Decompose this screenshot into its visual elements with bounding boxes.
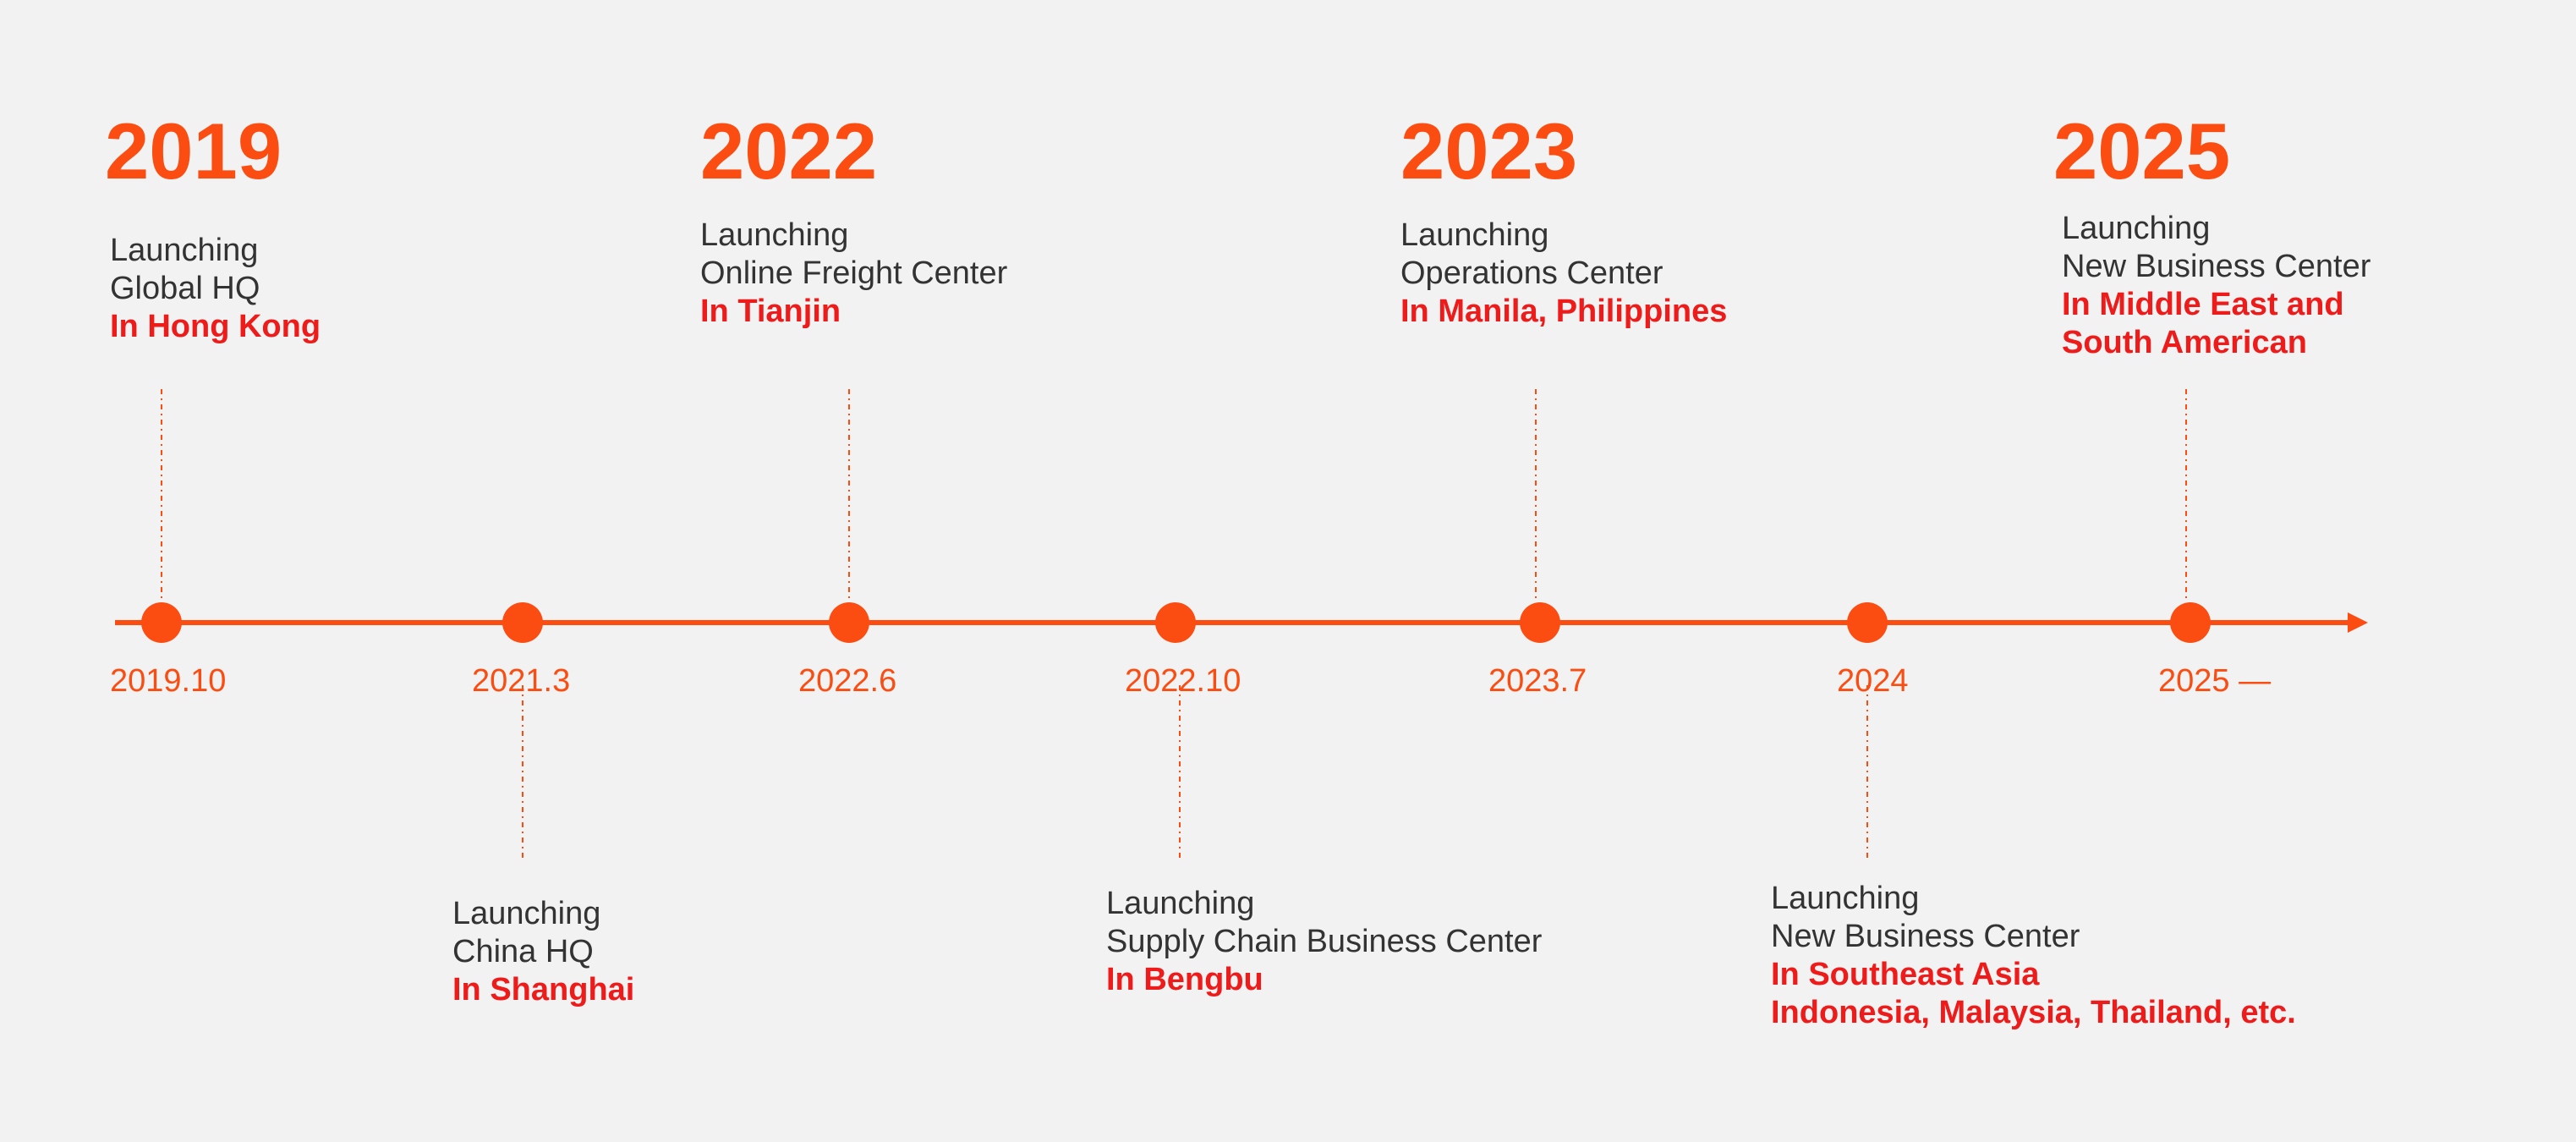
date-label-2019-10: 2019.10 (110, 663, 227, 699)
milestone-dot-2025 (2170, 602, 2211, 643)
milestone-location-detail: Indonesia, Malaysia, Thailand, etc. (1771, 995, 2296, 1030)
milestone-location: In Hong Kong (110, 309, 321, 344)
milestone-location: In Southeast Asia (1771, 957, 2040, 992)
milestone-action: Launching (110, 233, 259, 268)
milestone-location-detail: South American (2062, 325, 2307, 360)
milestone-dot-2022-6 (829, 602, 869, 643)
milestone-text-2022-6: Launching Online Freight Center In Tianj… (700, 217, 1007, 331)
milestone-facility: Online Freight Center (700, 255, 1008, 291)
date-label-2021-3: 2021.3 (472, 663, 571, 699)
milestone-text-2019-10: Launching Global HQ In Hong Kong (110, 232, 321, 346)
milestone-action: Launching (1400, 217, 1549, 253)
milestone-location: In Bengbu (1106, 962, 1263, 997)
milestone-text-2021-3: Launching China HQ In Shanghai (452, 895, 634, 1009)
year-heading-2025: 2025 (2053, 107, 2231, 195)
date-label-2024: 2024 (1837, 663, 1909, 699)
milestone-text-2024: Launching New Business Center In Southea… (1771, 880, 2296, 1032)
milestone-location: In Manila, Philippines (1400, 294, 1728, 329)
date-label-2023-7: 2023.7 (1488, 663, 1587, 699)
milestone-text-2022-10: Launching Supply Chain Business Center I… (1106, 885, 1542, 999)
milestone-text-2023-7: Launching Operations Center In Manila, P… (1400, 217, 1727, 331)
milestone-dot-2024 (1847, 602, 1888, 643)
year-heading-2022: 2022 (700, 107, 878, 195)
year-heading-2023: 2023 (1400, 107, 1578, 195)
milestone-facility: New Business Center (1771, 919, 2080, 954)
milestone-dot-2023-7 (1520, 602, 1560, 643)
milestone-facility: Supply Chain Business Center (1106, 924, 1543, 959)
year-heading-2019: 2019 (105, 107, 282, 195)
milestone-dot-2022-10 (1155, 602, 1196, 643)
milestone-dot-2019-10 (141, 602, 182, 643)
milestone-text-2025: Launching New Business Center In Middle … (2062, 210, 2370, 362)
milestone-action: Launching (1771, 881, 1920, 916)
timeline-arrow-icon (2348, 612, 2368, 633)
milestone-action: Launching (2062, 211, 2211, 246)
milestone-facility: New Business Center (2062, 249, 2371, 284)
milestone-facility: China HQ (452, 934, 594, 969)
milestone-action: Launching (700, 217, 849, 253)
milestone-action: Launching (452, 896, 601, 931)
date-label-2022-10: 2022.10 (1125, 663, 1241, 699)
milestone-facility: Global HQ (110, 271, 260, 306)
date-label-2025: 2025 — (2158, 663, 2272, 699)
milestone-facility: Operations Center (1400, 255, 1663, 291)
date-label-2022-6: 2022.6 (798, 663, 897, 699)
milestone-action: Launching (1106, 886, 1255, 921)
milestone-location: In Middle East and (2062, 287, 2344, 322)
milestone-dot-2021-3 (502, 602, 543, 643)
milestone-location: In Tianjin (700, 294, 841, 329)
milestone-location: In Shanghai (452, 972, 635, 1007)
